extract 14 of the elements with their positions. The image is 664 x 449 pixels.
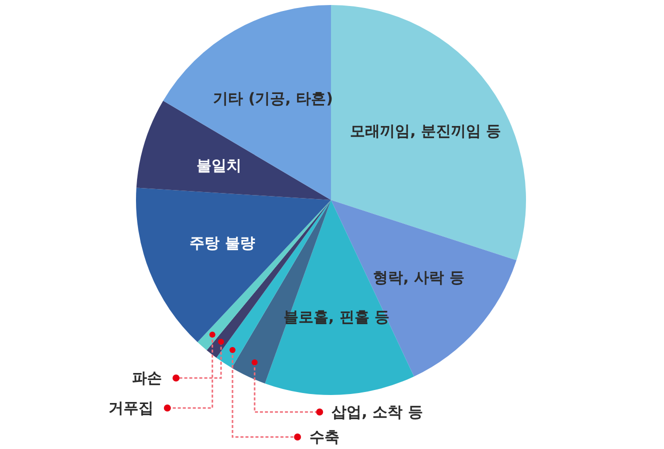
slice-label: 기타 (기공, 타혼) <box>213 89 333 108</box>
slice-label: 수축 <box>310 428 340 446</box>
slice-label: 모래끼임, 분진끼임 등 <box>350 122 502 140</box>
pie-slice <box>331 5 526 260</box>
slice-label: 파손 <box>132 369 162 387</box>
slice-label: 주탕 불량 <box>190 234 255 252</box>
pie-slice <box>163 5 331 200</box>
slice-label: 블로홀, 핀홀 등 <box>283 308 390 326</box>
slice-label: 거푸집 <box>108 399 154 417</box>
slice-label: 형락, 사락 등 <box>373 268 464 286</box>
pie-slice <box>136 188 331 342</box>
slice-label: 삽업, 소착 등 <box>332 403 423 421</box>
slice-label: 불일치 <box>196 156 242 175</box>
pie-slice <box>331 200 516 376</box>
